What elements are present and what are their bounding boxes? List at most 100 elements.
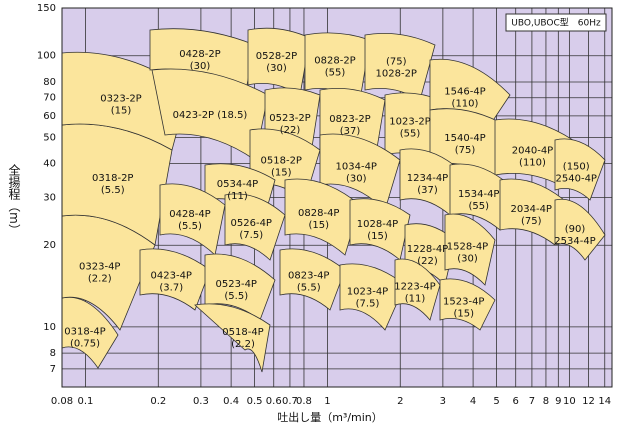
model-label: 1228-4P: [407, 244, 448, 255]
y-tick-label: 8: [50, 348, 56, 359]
x-tick-label: 0.5: [247, 396, 263, 407]
model-label: (5.5): [101, 185, 125, 196]
model-label: (75): [386, 57, 407, 68]
model-label: 1028-2P: [376, 69, 417, 80]
model-label: (5.5): [297, 282, 321, 293]
y-tick-label: 7: [50, 364, 56, 375]
x-tick-label: 1: [324, 396, 330, 407]
annotation: UBO,UBOC型 60Hz: [511, 18, 601, 29]
model-label: 0423-2P (18.5): [173, 110, 248, 121]
model-label: 1528-4P: [447, 242, 488, 253]
model-region: [364, 33, 436, 101]
model-label: 1546-4P: [444, 87, 485, 98]
x-tick-label: 9: [555, 396, 561, 407]
model-label: 0828-4P: [298, 208, 339, 219]
y-tick-label: 20: [43, 240, 56, 251]
model-region: [194, 303, 271, 373]
x-tick-label: 0.2: [150, 396, 166, 407]
model-label: 1534-4P: [458, 189, 499, 200]
model-label: 2040-4P: [512, 145, 553, 156]
model-label: 0523-2P: [269, 113, 310, 124]
y-tick-label: 60: [43, 111, 56, 122]
model-label: (30): [457, 254, 478, 265]
model-label: (11): [405, 294, 426, 305]
model-region: [159, 183, 226, 256]
model-region: [319, 133, 401, 211]
x-axis-label: 吐出し量（m³/min）: [277, 410, 383, 424]
model-label: 0823-2P: [329, 114, 370, 125]
model-label: (150): [563, 162, 590, 173]
model-region: [139, 248, 211, 311]
model-label: (5.5): [178, 221, 202, 232]
model-label: 0318-4P: [64, 326, 105, 337]
model-label: 1034-4P: [336, 162, 377, 173]
x-tick-label: 10: [563, 396, 576, 407]
model-label: (30): [266, 63, 287, 74]
model-label: (90): [565, 224, 586, 235]
model-label: 2540-4P: [556, 174, 597, 185]
x-tick-label: 0.3: [193, 396, 209, 407]
x-tick-label: 7: [529, 396, 535, 407]
model-label: (30): [346, 174, 367, 185]
model-label: (7.5): [356, 299, 380, 310]
model-label: 1023-2P: [389, 117, 430, 128]
model-label: (0.75): [70, 338, 100, 349]
model-label: (15): [453, 309, 474, 320]
x-tick-label: 3: [440, 396, 446, 407]
model-region: [439, 278, 496, 331]
model-label: (15): [367, 231, 388, 242]
x-tick-label: 0.8: [296, 396, 312, 407]
model-region: [224, 193, 286, 261]
model-label: 0823-4P: [288, 270, 329, 281]
model-label: (110): [452, 99, 479, 110]
model-label: (55): [400, 129, 421, 140]
model-label: (15): [271, 167, 292, 178]
x-tick-label: 0.7: [282, 396, 298, 407]
model-label: (11): [227, 191, 248, 202]
model-label: 1234-4P: [407, 173, 448, 184]
annotation-box: [505, 13, 607, 32]
model-label: (55): [325, 67, 346, 78]
model-label: (2.2): [88, 273, 112, 284]
model-label: 0323-4P: [79, 261, 120, 272]
model-label: (37): [340, 126, 361, 137]
model-region: [554, 138, 606, 201]
model-label: (7.5): [239, 230, 263, 241]
model-region: [554, 198, 606, 261]
x-tick-label: 0.6: [266, 396, 282, 407]
regions: [61, 27, 606, 373]
model-label: 0828-2P: [314, 55, 355, 66]
model-label: 0526-4P: [231, 218, 272, 229]
model-label: 0534-4P: [217, 179, 258, 190]
model-label: 0318-2P: [92, 173, 133, 184]
model-label: (110): [519, 157, 546, 168]
y-tick-label: 150: [37, 3, 56, 14]
model-label: (2.2): [231, 339, 255, 350]
model-region: [444, 213, 496, 286]
model-region: [394, 258, 441, 321]
x-tick-label: 5: [493, 396, 499, 407]
model-region: [204, 253, 276, 321]
model-label: 2534-4P: [554, 236, 595, 247]
x-tick-label: 14: [598, 396, 611, 407]
y-tick-label: 10: [43, 322, 56, 333]
model-label: 0523-4P: [216, 279, 257, 290]
model-label: (30): [190, 61, 211, 72]
model-label: (5.5): [224, 291, 248, 302]
x-tick-label: 4: [470, 396, 476, 407]
model-label: 0428-4P: [169, 209, 210, 220]
model-label: 1023-4P: [347, 287, 388, 298]
model-label: (3.7): [159, 282, 183, 293]
model-label: 1540-4P: [444, 133, 485, 144]
model-label: 0323-2P: [100, 94, 141, 105]
y-tick-label: 80: [43, 77, 56, 88]
model-label: (37): [417, 185, 438, 196]
model-label: (55): [468, 201, 489, 212]
model-label: 1028-4P: [357, 219, 398, 230]
model-label: 1223-4P: [394, 282, 435, 293]
model-label: 0528-2P: [256, 51, 297, 62]
model-label: (22): [417, 256, 438, 267]
plot-frame: [61, 7, 613, 388]
x-tick-label: 12: [582, 396, 595, 407]
x-tick-label: 0.08: [51, 396, 73, 407]
